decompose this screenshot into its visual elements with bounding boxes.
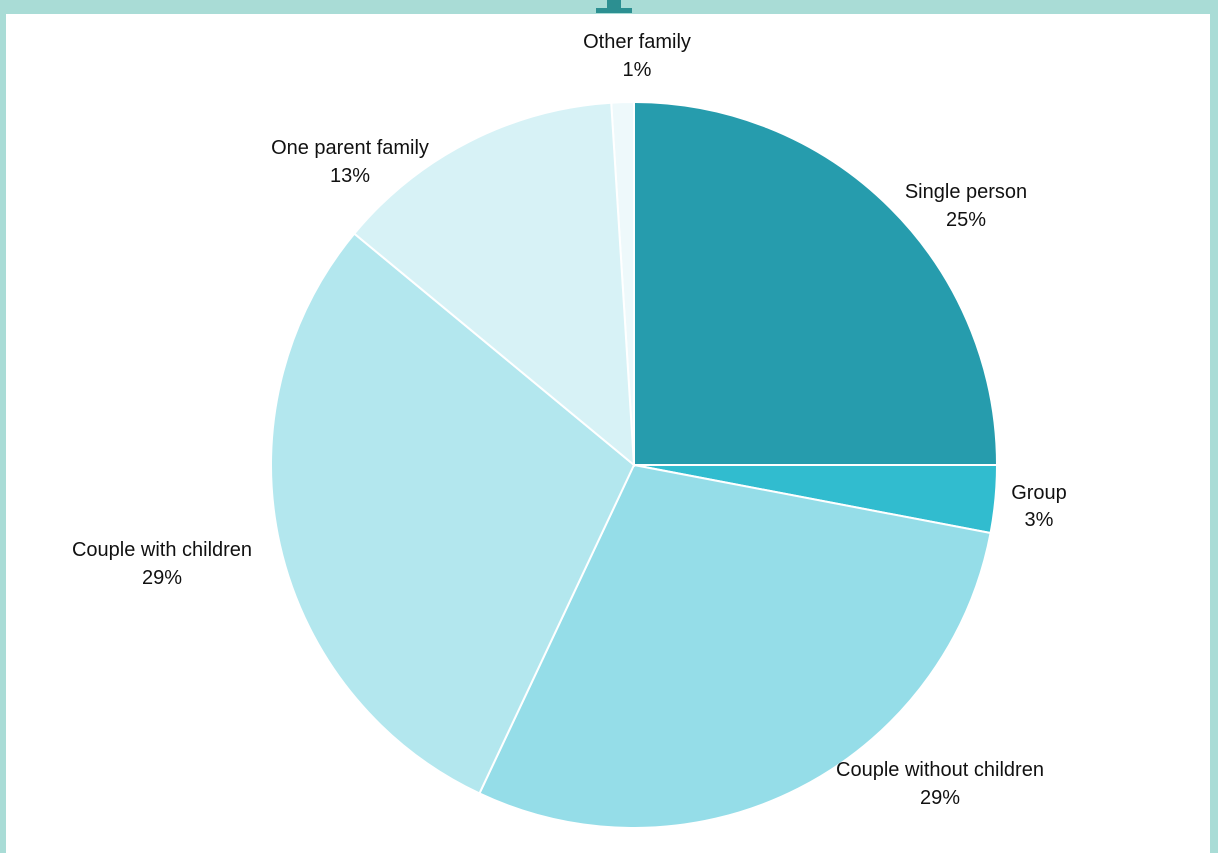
- label-one-parent-family: One parent family: [271, 137, 429, 159]
- slice-one-parent-family: [352, 101, 636, 468]
- value-label-couple-without-children: 29%: [920, 787, 960, 809]
- value-label-one-parent-family: 13%: [330, 165, 370, 187]
- frame-left-bar: [0, 0, 6, 853]
- frame-right-bar: [1210, 0, 1218, 853]
- value-label-single-person: 25%: [946, 209, 986, 231]
- slice-couple-with-children: [270, 232, 636, 795]
- slice-single-person: [633, 100, 999, 466]
- value-label-group: 3%: [1025, 509, 1054, 531]
- label-group: Group: [1011, 482, 1067, 504]
- top-glyph-foot: [596, 8, 632, 13]
- value-label-other-family: 1%: [623, 59, 652, 81]
- slice-couple-without-children: [478, 463, 992, 829]
- label-single-person: Single person: [905, 181, 1027, 203]
- label-other-family: Other family: [583, 31, 691, 53]
- value-label-couple-with-children: 29%: [142, 567, 182, 589]
- label-couple-without-children: Couple without children: [836, 759, 1044, 781]
- label-couple-with-children: Couple with children: [72, 539, 252, 561]
